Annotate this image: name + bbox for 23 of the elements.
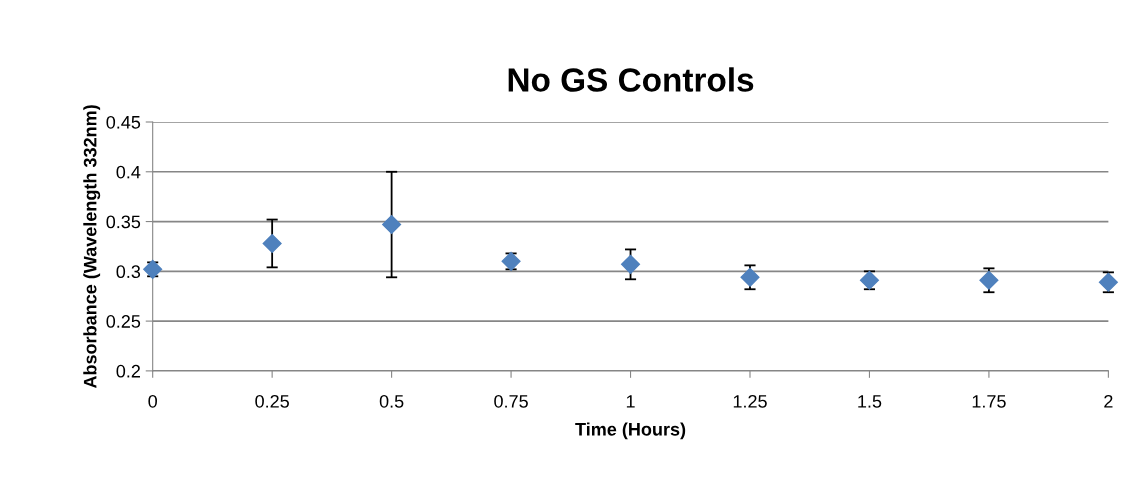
x-tick-label: 1.75 xyxy=(972,395,1006,408)
y-tick-label: 0.3 xyxy=(116,265,141,279)
point xyxy=(979,270,999,290)
x-tick-label: 1.25 xyxy=(733,394,767,408)
y-tick-label: 0.4 xyxy=(116,165,141,179)
y-tick-label: 0.25 xyxy=(106,315,141,328)
point xyxy=(143,259,163,279)
y-tick-label: 0.2 xyxy=(116,364,140,378)
y-tick-label: 0.45 xyxy=(106,115,141,129)
point xyxy=(620,254,641,274)
chart-title: No GS Controls xyxy=(508,67,754,92)
point xyxy=(262,233,282,253)
y-tick-label: 0.35 xyxy=(106,215,141,229)
x-axis-title: Time (Hours) xyxy=(575,422,686,440)
x-tick-label: 1 xyxy=(626,395,635,408)
x-tick-label: 2 xyxy=(1104,394,1113,408)
x-tick-label: 0.25 xyxy=(255,394,289,408)
y-axis-title: Absorbance (Wavelength 332nm) xyxy=(83,105,101,389)
x-tick-label: 0 xyxy=(148,394,157,408)
x-tick-label: 0.75 xyxy=(494,394,528,408)
x-tick-label: 0.5 xyxy=(379,394,404,408)
point xyxy=(382,215,402,235)
x-tick-label: 1.5 xyxy=(858,395,882,408)
